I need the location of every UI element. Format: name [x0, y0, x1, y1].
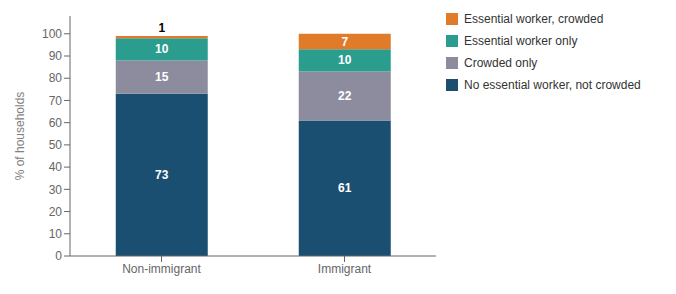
svg-text:50: 50 — [49, 138, 63, 152]
svg-text:15: 15 — [155, 70, 169, 84]
svg-text:Non-immigrant: Non-immigrant — [122, 262, 201, 276]
svg-text:% of households: % of households — [13, 92, 27, 181]
svg-text:10: 10 — [49, 227, 63, 241]
html-text:Essential worker only: Essential worker only — [464, 34, 578, 48]
svg-text:90: 90 — [49, 49, 63, 63]
svg-text:40: 40 — [49, 160, 63, 174]
svg-text:0: 0 — [55, 249, 62, 263]
svg-text:100: 100 — [42, 27, 62, 41]
svg-text:10: 10 — [155, 42, 169, 56]
svg-text:80: 80 — [49, 71, 63, 85]
svg-text:61: 61 — [338, 181, 352, 195]
svg-text:60: 60 — [49, 116, 63, 130]
svg-text:Immigrant: Immigrant — [318, 262, 372, 276]
html-text:Crowded only: Crowded only — [464, 56, 538, 70]
html-text:No essential worker, not crowd: No essential worker, not crowded — [464, 78, 641, 92]
svg-text:7: 7 — [341, 35, 348, 49]
svg-text:30: 30 — [49, 183, 63, 197]
svg-text:10: 10 — [338, 53, 352, 67]
svg-text:70: 70 — [49, 94, 63, 108]
svg-text:73: 73 — [155, 168, 169, 182]
svg-text:1: 1 — [158, 21, 165, 35]
html-text:Essential worker, crowded: Essential worker, crowded — [464, 12, 604, 26]
svg-text:20: 20 — [49, 205, 63, 219]
svg-text:22: 22 — [338, 89, 352, 103]
